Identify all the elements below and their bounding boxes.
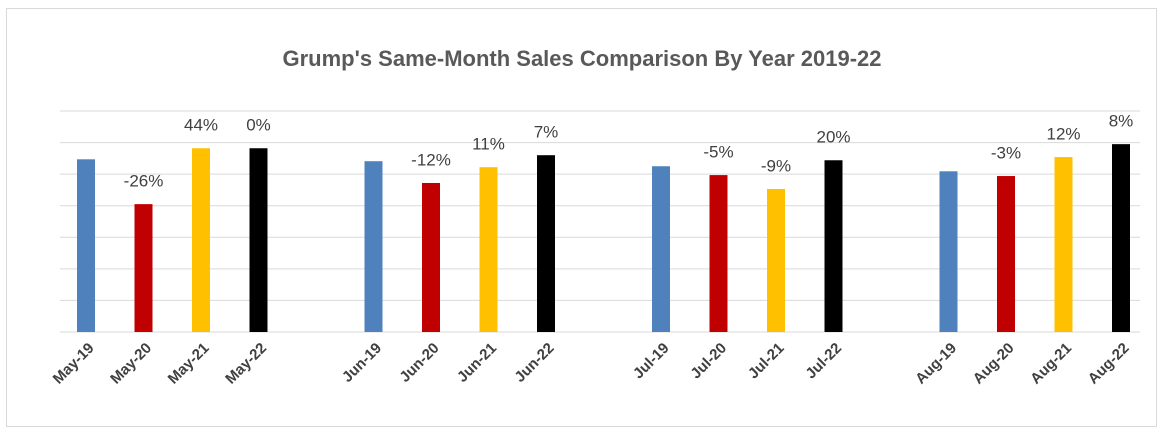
bar-label: 12% xyxy=(1046,125,1080,144)
bar xyxy=(997,176,1015,332)
bar xyxy=(767,188,785,332)
bar-label: -5% xyxy=(703,143,733,162)
bar xyxy=(939,171,958,332)
bar-label: -26% xyxy=(124,172,164,191)
bar-label: 11% xyxy=(472,135,505,154)
bar-label: -12% xyxy=(411,150,451,169)
bar xyxy=(249,148,268,332)
bar xyxy=(192,148,210,332)
bar xyxy=(1112,144,1130,332)
bar xyxy=(77,159,95,332)
bar-label: 8% xyxy=(1109,112,1134,131)
bar xyxy=(652,166,670,332)
bar xyxy=(422,182,440,332)
bar-label: 0% xyxy=(246,116,271,135)
bar xyxy=(1054,157,1073,332)
bar xyxy=(709,175,728,332)
bar xyxy=(479,167,498,332)
bar xyxy=(537,155,555,332)
bar xyxy=(134,204,153,332)
bar-label: 7% xyxy=(534,123,559,142)
bar-label: 44% xyxy=(184,116,218,135)
bar-label: 20% xyxy=(816,128,850,147)
bar xyxy=(364,161,383,332)
bar xyxy=(824,160,843,332)
bar-label: -3% xyxy=(991,144,1021,163)
bar-label: -9% xyxy=(761,156,791,175)
chart-title: Grump's Same-Month Sales Comparison By Y… xyxy=(282,46,881,71)
